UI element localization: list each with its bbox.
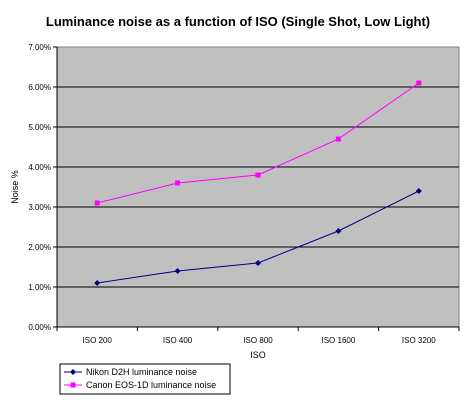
x-axis-ticks: ISO 200 ISO 400 ISO 800 ISO 1600 ISO 3200 bbox=[56, 327, 460, 345]
series-layer bbox=[94, 80, 422, 286]
legend-entry-label: Canon EOS-1D luminance noise bbox=[86, 380, 216, 390]
y-tick-label: 1.00% bbox=[28, 283, 51, 292]
data-point-s0-3 bbox=[335, 228, 342, 234]
x-axis-title: ISO bbox=[250, 350, 266, 360]
y-tick-label: 0.00% bbox=[28, 323, 51, 332]
y-tick-label: 5.00% bbox=[28, 123, 51, 132]
legend-box bbox=[59, 363, 231, 395]
plot-area bbox=[56, 46, 460, 328]
data-point-s1-0 bbox=[94, 200, 100, 206]
data-point-s1-2 bbox=[255, 172, 261, 178]
y-tick-label: 6.00% bbox=[28, 83, 51, 92]
y-tick-label: 3.00% bbox=[28, 203, 51, 212]
grid-lines bbox=[57, 86, 459, 288]
y-tick-label: 4.00% bbox=[28, 163, 51, 172]
data-point-s1-3 bbox=[335, 136, 341, 142]
data-point-s1-1 bbox=[175, 180, 181, 186]
legend-entry-label: Nikon D2H luminance noise bbox=[86, 367, 197, 377]
data-point-s0-1 bbox=[174, 268, 181, 274]
x-tick-label: ISO 200 bbox=[83, 336, 113, 345]
y-tick-label: 2.00% bbox=[28, 243, 51, 252]
legend: Nikon D2H luminance noise Canon EOS-1D lu… bbox=[59, 363, 231, 395]
y-axis-title: Noise % bbox=[10, 170, 20, 204]
legend-marker-1 bbox=[70, 382, 76, 388]
x-tick-label: ISO 400 bbox=[163, 336, 193, 345]
y-tick-label: 7.00% bbox=[28, 43, 51, 52]
y-axis-ticks: 0.00% 1.00% 2.00% 3.00% 4.00% 5.00% 6.00% 7.00% bbox=[28, 43, 57, 332]
data-point-s0-2 bbox=[255, 260, 261, 266]
data-point-s0-0 bbox=[94, 280, 101, 286]
x-tick-label: ISO 800 bbox=[243, 336, 273, 345]
x-tick-label: ISO 1600 bbox=[321, 336, 355, 345]
data-point-s0-4 bbox=[415, 188, 422, 194]
chart-title: Luminance noise as a function of ISO (Si… bbox=[46, 14, 430, 29]
legend-marker-0 bbox=[70, 369, 76, 375]
x-tick-label: ISO 3200 bbox=[402, 336, 436, 345]
data-point-s1-4 bbox=[416, 80, 422, 86]
